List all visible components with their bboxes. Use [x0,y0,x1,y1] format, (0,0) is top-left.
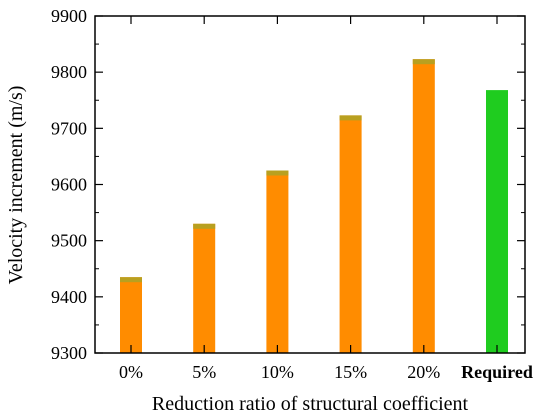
x-tick-label: 15% [334,362,367,382]
bar-top-accent [412,59,435,65]
bar-20pct [412,59,435,353]
y-tick-label: 9300 [51,343,87,363]
bar-top-accent [339,115,362,121]
bar-required [486,90,508,353]
bar-0pct [120,277,142,353]
x-tick-label: Required [461,362,533,382]
y-tick-label: 9900 [51,6,87,26]
y-tick-label: 9500 [51,231,87,251]
tick-labels: 0% 5% 10% 15% 20% Required 9300 9400 9500 9600 970… [51,6,533,382]
bar-top-accent [120,277,142,283]
bar-top-accent [266,170,289,176]
y-tick-label: 9700 [51,118,87,138]
x-tick-label: 0% [119,362,143,382]
axes [94,15,526,354]
x-tick-label: 5% [192,362,216,382]
plot-frame [94,15,526,354]
bar-5pct [193,223,216,353]
y-axis-title: Velocity increment (m/s) [5,86,27,285]
x-tick-label: 10% [261,362,294,382]
y-tick-label: 9800 [51,62,87,82]
y-tick-label: 9400 [51,287,87,307]
x-axis-title: Reduction ratio of structural coefficien… [152,393,469,415]
bar-top-accent [193,223,216,229]
bar-10pct [266,170,289,353]
x-tick-label: 20% [407,362,440,382]
ticks [95,15,525,354]
bars [120,59,508,354]
bar-15pct [339,115,362,354]
y-tick-label: 9600 [51,175,87,195]
